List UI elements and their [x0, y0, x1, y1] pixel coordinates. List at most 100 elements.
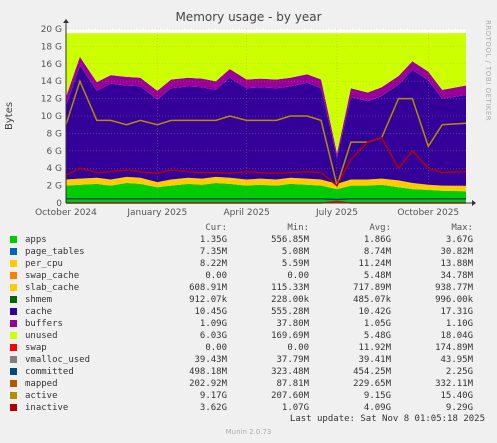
- legend-max: 9.29G: [445, 403, 473, 413]
- x-tick-label: January 2025: [126, 208, 187, 218]
- legend-cur: 1.35G: [199, 235, 227, 245]
- header-cur: Cur:: [205, 223, 227, 233]
- header-max: Max:: [451, 223, 473, 233]
- legend-max: 3.67G: [445, 235, 473, 245]
- legend-max: 15.40G: [440, 391, 473, 401]
- legend-name: slab_cache: [25, 283, 80, 293]
- legend-avg: 454.25M: [353, 367, 391, 377]
- legend-name: cache: [25, 307, 53, 317]
- legend-name: unused: [25, 331, 58, 341]
- legend-row-per-cpu: per_cpu 8.22M 5.59M 11.24M 13.88M: [10, 258, 473, 270]
- legend-max: 1.10G: [445, 319, 473, 329]
- legend-cur: 0.00: [205, 343, 227, 353]
- legend-avg: 11.92M: [358, 343, 391, 353]
- legend-min: 207.60M: [271, 391, 309, 401]
- legend-min: 556.85M: [271, 235, 309, 245]
- header-avg: Avg:: [369, 223, 391, 233]
- legend-cur: 8.22M: [199, 259, 227, 269]
- y-tick-label: 10 G: [41, 112, 62, 122]
- legend-swatch: [10, 380, 17, 387]
- legend-max: 30.82M: [440, 247, 473, 257]
- legend-name: buffers: [25, 319, 63, 329]
- legend-row-page-tables: page_tables 7.35M 5.08M 8.74M 30.82M: [10, 246, 473, 258]
- legend-name: page_tables: [25, 247, 85, 257]
- legend-row-swap: swap 0.00 0.00 11.92M 174.89M: [10, 342, 473, 354]
- y-tick-label: 12 G: [41, 95, 62, 105]
- legend-name: swap: [25, 343, 47, 353]
- legend-max: 18.04G: [440, 331, 473, 341]
- area-slab-cache: [66, 176, 466, 192]
- legend-swatch: [10, 260, 17, 267]
- legend-max: 17.31G: [440, 307, 473, 317]
- legend-avg: 8.74M: [363, 247, 391, 257]
- legend-swatch: [10, 284, 17, 291]
- legend-max: 13.88M: [440, 259, 473, 269]
- y-tick-label: 14 G: [41, 77, 62, 87]
- legend-min: 323.48M: [271, 367, 309, 377]
- tick-labels: 0 2 G 4 G 6 G 8 G 10 G 12 G 14 G 16 G 18 G 20 G Oct…: [35, 25, 459, 218]
- legend-swatch: [10, 344, 17, 351]
- legend-name: vmalloc_used: [25, 355, 91, 365]
- legend-swatch: [10, 356, 17, 363]
- x-tick-label: April 2025: [223, 208, 269, 218]
- legend-row-unused: unused 6.03G 169.69M 5.48G 18.04G: [10, 330, 473, 342]
- legend-min: 1.07G: [281, 403, 309, 413]
- legend-row-buffers: buffers 1.09G 37.80M 1.05G 1.10G: [10, 318, 473, 330]
- legend-min: 169.69M: [271, 331, 309, 341]
- y-tick-label: 8 G: [46, 129, 62, 139]
- legend-row-apps: apps 1.35G 556.85M 1.86G 3.67G: [10, 234, 473, 246]
- legend-max: 34.78M: [440, 271, 473, 281]
- x-tick-label: October 2024: [35, 208, 97, 218]
- chart-title: Memory usage - by year: [175, 10, 322, 24]
- legend-name: swap_cache: [25, 271, 80, 281]
- legend-row-vmalloc-used: vmalloc_used 39.43M 37.79M 39.41M 43.95M: [10, 354, 473, 366]
- legend-min: 228.00k: [271, 295, 309, 305]
- legend-cur: 10.45G: [194, 307, 227, 317]
- legend-name: committed: [25, 367, 74, 377]
- legend-min: 115.33M: [271, 283, 309, 293]
- legend-table: Cur: Min: Avg: Max: apps 1.35G 556.85M 1.86…: [10, 222, 473, 414]
- legend-name: mapped: [25, 379, 58, 389]
- legend-name: per_cpu: [25, 259, 63, 269]
- legend-avg: 11.24M: [358, 259, 391, 269]
- legend-cur: 39.43M: [194, 355, 227, 365]
- rrdtool-watermark: RRDTOOL / TOBI OETIKER: [484, 20, 492, 122]
- line-committed: [66, 197, 466, 201]
- legend-min: 0.00: [287, 271, 309, 281]
- legend-row-cache: cache 10.45G 555.28M 10.42G 17.31G: [10, 306, 473, 318]
- memory-chart: 0 2 G 4 G 6 G 8 G 10 G 12 G 14 G 16 G 18 G 20 G Oct…: [35, 19, 476, 218]
- header-min: Min:: [287, 223, 309, 233]
- legend-cur: 1.09G: [199, 319, 227, 329]
- legend-max: 996.00k: [435, 295, 473, 305]
- line-active: [65, 79, 467, 189]
- legend-cur: 498.18M: [189, 367, 227, 377]
- legend-cur: 912.07k: [189, 295, 227, 305]
- legend-avg: 9.15G: [363, 391, 391, 401]
- legend-row-active: active 9.17G 207.60M 9.15G 15.40G: [10, 390, 473, 402]
- legend-max: 332.11M: [435, 379, 473, 389]
- legend-min: 5.59M: [281, 259, 309, 269]
- legend-min: 555.28M: [271, 307, 309, 317]
- legend-avg: 39.41M: [358, 355, 391, 365]
- legend-name: shmem: [25, 295, 53, 305]
- legend-max: 174.89M: [435, 343, 473, 353]
- legend-swatch: [10, 248, 17, 255]
- legend-cur: 0.00: [205, 271, 227, 281]
- y-tick-label: 20 G: [41, 25, 62, 35]
- legend-swatch: [10, 236, 17, 243]
- legend-row-inactive: inactive 3.62G 1.07G 4.09G 9.29G: [10, 402, 473, 414]
- y-axis-arrow: [63, 19, 69, 23]
- legend-cur: 6.03G: [199, 331, 227, 341]
- legend-swatch: [10, 320, 17, 327]
- y-tick-label: 16 G: [41, 60, 62, 70]
- legend-max: 938.77M: [435, 283, 473, 293]
- legend-avg: 5.48G: [363, 331, 391, 341]
- legend-name: active: [25, 391, 58, 401]
- legend-avg: 229.65M: [353, 379, 391, 389]
- legend-cur: 7.35M: [199, 247, 227, 257]
- area-cache: [66, 65, 466, 186]
- legend-max: 2.25G: [445, 367, 473, 377]
- legend-row-mapped: mapped 202.92M 87.81M 229.65M 332.11M: [10, 378, 473, 390]
- last-update: Last update: Sat Nov 8 01:05:18 2025: [289, 414, 485, 424]
- area-unused: [66, 33, 466, 154]
